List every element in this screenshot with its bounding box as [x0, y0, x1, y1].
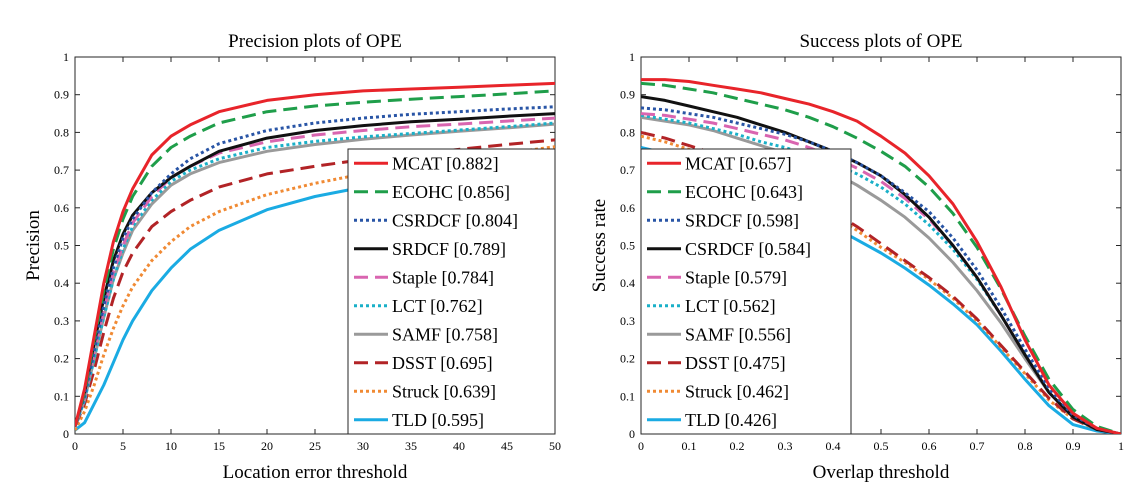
y-tick-label: 0.2: [620, 352, 635, 366]
series-group: [641, 78, 1121, 434]
x-tick-label: 0.2: [730, 439, 745, 453]
legend-label-struck: Struck [0.462]: [685, 381, 789, 401]
y-tick-label: 1: [63, 50, 69, 64]
legend: MCAT [0.657] ECOHC [0.643] SRDCF [0.598] CS…: [640, 148, 852, 435]
legend-label-csrdcf: CSRDCF [0.804]: [392, 210, 518, 230]
series-line-mcat: [75, 81, 555, 427]
x-tick-label: 0.1: [682, 439, 697, 453]
legend-label-ecohc: ECOHC [0.643]: [685, 182, 803, 202]
x-tick-label: 10: [165, 439, 177, 453]
legend-label-dsst: DSST [0.475]: [685, 353, 786, 373]
legend-label-ecohc: ECOHC [0.856]: [392, 182, 510, 202]
series-line-csrdcf: [641, 95, 1121, 434]
legend-label-csrdcf: CSRDCF [0.584]: [685, 239, 811, 259]
y-tick-label: 0.9: [620, 88, 635, 102]
y-tick-label: 0.5: [620, 239, 635, 253]
x-tick-label: 0.4: [826, 439, 841, 453]
legend-label-samf: SAMF [0.556]: [685, 324, 791, 344]
y-tick-label: 0.3: [620, 314, 635, 328]
x-tick-label: 15: [213, 439, 225, 453]
x-axis-label: Overlap threshold: [813, 462, 950, 483]
series-line-srdcf: [641, 106, 1121, 434]
y-tick-label: 0.8: [54, 125, 69, 139]
chart-title: Precision plots of OPE: [228, 31, 402, 52]
x-tick-label: 0: [72, 439, 78, 453]
legend-label-mcat: MCAT [0.657]: [685, 153, 792, 173]
y-axis-label: Success rate: [589, 199, 610, 292]
legend: MCAT [0.882] ECOHC [0.856] CSRDCF [0.804] S…: [347, 148, 556, 435]
legend-label-samf: SAMF [0.758]: [392, 324, 498, 344]
series-line-lct: [75, 121, 555, 428]
y-tick-label: 0.3: [54, 314, 69, 328]
legend-label-mcat: MCAT [0.882]: [392, 153, 499, 173]
y-tick-label: 0.6: [620, 201, 635, 215]
legend-label-staple: Staple [0.579]: [685, 267, 787, 287]
series-line-mcat: [641, 78, 1121, 434]
y-tick-label: 0.7: [54, 163, 69, 177]
chart-title: Success plots of OPE: [799, 31, 962, 52]
x-tick-label: 50: [549, 439, 561, 453]
y-tick-label: 0.1: [620, 389, 635, 403]
x-tick-label: 20: [261, 439, 273, 453]
x-tick-label: 5: [120, 439, 126, 453]
legend-label-srdcf: SRDCF [0.789]: [392, 239, 506, 259]
x-tick-label: 0.7: [970, 439, 985, 453]
legend-label-tld: TLD [0.426]: [685, 410, 777, 430]
y-tick-label: 0.5: [54, 239, 69, 253]
x-tick-label: 0.9: [1066, 439, 1081, 453]
chart-2: 0 0.1 0.2 0.3 0.4 0.5 0.6 0.7 0.8 0.9 1 0 0.1 0.2 0.3 0…: [589, 31, 1124, 483]
series-line-dsst: [75, 138, 555, 428]
x-tick-label: 25: [309, 439, 321, 453]
y-tick-label: 0.8: [620, 125, 635, 139]
x-tick-label: 0.5: [874, 439, 889, 453]
x-tick-label: 40: [453, 439, 465, 453]
y-tick-label: 0.2: [54, 352, 69, 366]
x-tick-label: 45: [501, 439, 513, 453]
y-tick-label: 0.7: [620, 163, 635, 177]
y-tick-label: 0.9: [54, 88, 69, 102]
legend-label-tld: TLD [0.595]: [392, 410, 484, 430]
legend-label-staple: Staple [0.784]: [392, 267, 494, 287]
legend-label-dsst: DSST [0.695]: [392, 353, 493, 373]
x-axis-label: Location error threshold: [223, 462, 408, 483]
y-tick-label: 0.6: [54, 201, 69, 215]
legend-label-srdcf: SRDCF [0.598]: [685, 210, 799, 230]
y-tick-label: 0: [63, 427, 69, 441]
y-tick-label: 0: [629, 427, 635, 441]
legend-label-struck: Struck [0.639]: [392, 381, 496, 401]
x-tick-label: 35: [405, 439, 417, 453]
y-tick-label: 1: [629, 50, 635, 64]
x-tick-label: 0.3: [778, 439, 793, 453]
legend-box: [347, 148, 556, 435]
x-tick-label: 0: [638, 439, 644, 453]
series-line-csrdcf: [75, 105, 555, 427]
x-tick-label: 0.6: [922, 439, 937, 453]
legend-label-lct: LCT [0.562]: [685, 296, 776, 316]
y-axis-label: Precision: [23, 210, 44, 281]
y-tick-label: 0.4: [54, 276, 69, 290]
x-tick-label: 0.8: [1018, 439, 1033, 453]
series-line-dsst: [641, 130, 1121, 434]
y-tick-label: 0.4: [620, 276, 635, 290]
legend-box: [640, 148, 852, 435]
chart-1: 0 5 10 15 20 25 30 35 40 45 50 0 0.1 0.2 0.3 0.4 0.5 0.6 0…: [23, 31, 561, 483]
x-tick-label: 30: [357, 439, 369, 453]
legend-label-lct: LCT [0.762]: [392, 296, 483, 316]
x-tick-label: 1: [1118, 439, 1124, 453]
y-tick-label: 0.1: [54, 389, 69, 403]
series-line-srdcf: [75, 112, 555, 427]
